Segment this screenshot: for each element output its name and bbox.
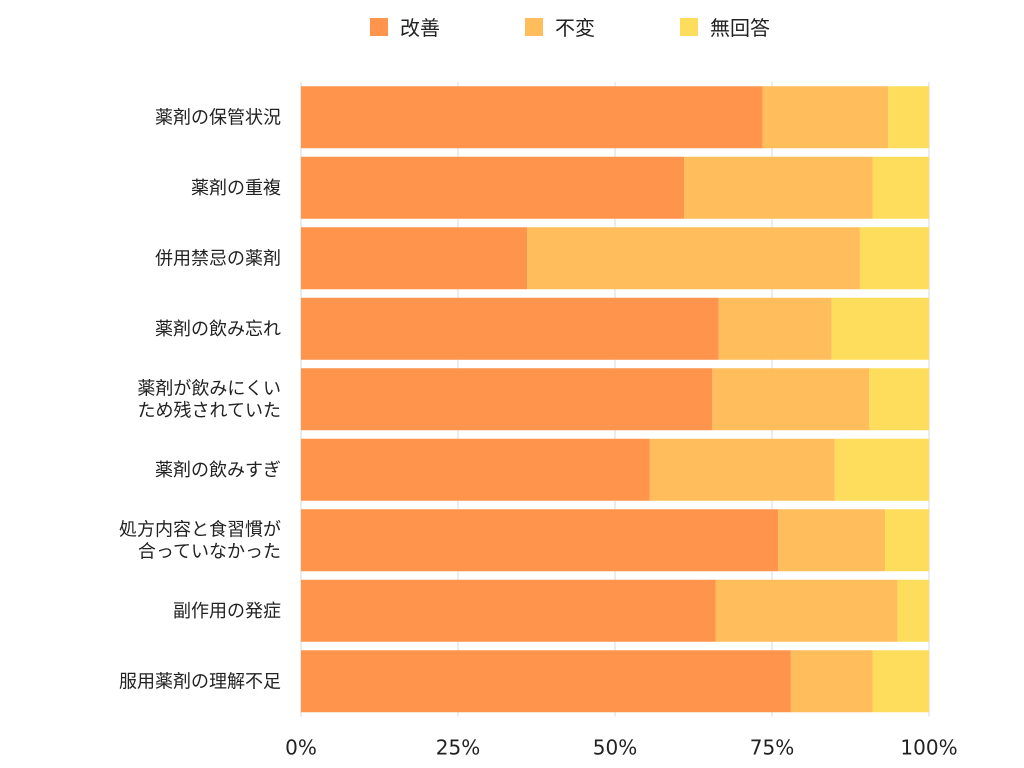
bar-segment-no-answer-1 xyxy=(888,86,929,149)
x-tick-label: 0% xyxy=(285,736,317,760)
bar-segment-improved-7 xyxy=(301,509,779,572)
legend-item-improved: 改善 xyxy=(370,12,440,41)
bar-segment-improved-5 xyxy=(301,368,713,431)
legend-label-unchanged: 不変 xyxy=(555,16,595,40)
legend-item-no-answer: 無回答 xyxy=(680,12,770,41)
category-label: 副作用の発症 xyxy=(173,601,281,622)
bar-segment-no-answer-5 xyxy=(869,368,929,431)
category-label: 薬剤の飲みすぎ xyxy=(155,460,281,481)
bar-segment-no-answer-7 xyxy=(885,509,929,572)
x-tick-label: 50% xyxy=(593,736,637,760)
bar-segment-improved-9 xyxy=(301,650,791,713)
x-tick-label: 75% xyxy=(750,736,794,760)
category-label: 薬剤の保管状況 xyxy=(155,107,281,128)
legend-swatch-improved xyxy=(370,17,388,36)
bar-segment-no-answer-4 xyxy=(831,297,929,360)
bar-segment-improved-2 xyxy=(301,156,685,219)
bar-segment-unchanged-4 xyxy=(718,297,832,360)
legend-swatch-unchanged xyxy=(525,17,543,36)
bar-segment-no-answer-2 xyxy=(872,156,929,219)
category-label: 薬剤の飲み忘れ xyxy=(155,319,281,340)
legend-label-improved: 改善 xyxy=(400,16,440,40)
bar-segment-improved-4 xyxy=(301,297,719,360)
bar-segment-improved-8 xyxy=(301,579,716,642)
category-label: 処方内容と食習慣が合っていなかった xyxy=(119,519,281,562)
category-label: 薬剤の重複 xyxy=(191,178,281,199)
bar-segment-unchanged-8 xyxy=(715,579,898,642)
bar-segment-unchanged-5 xyxy=(712,368,870,431)
category-label: 薬剤が飲みにくいため残されていた xyxy=(137,378,281,421)
bar-segment-unchanged-1 xyxy=(762,86,889,149)
bar-segment-improved-6 xyxy=(301,438,650,501)
bar-segment-unchanged-6 xyxy=(649,438,835,501)
bar-segment-no-answer-3 xyxy=(859,227,929,290)
bar-segment-no-answer-9 xyxy=(872,650,929,713)
category-label: 服用薬剤の理解不足 xyxy=(119,671,281,692)
bar-segment-improved-3 xyxy=(301,227,528,290)
legend-item-unchanged: 不変 xyxy=(525,12,595,41)
x-tick-label: 100% xyxy=(900,736,957,760)
bar-segment-unchanged-7 xyxy=(778,509,886,572)
legend-label-no-answer: 無回答 xyxy=(710,16,770,40)
bar-segment-no-answer-6 xyxy=(834,438,929,501)
bar-segment-unchanged-2 xyxy=(684,156,873,219)
x-tick-label: 25% xyxy=(436,736,480,760)
legend-swatch-no-answer xyxy=(680,17,698,36)
bar-segment-no-answer-8 xyxy=(897,579,929,642)
category-label: 併用禁忌の薬剤 xyxy=(155,248,281,269)
bar-segment-improved-1 xyxy=(301,86,763,149)
bar-segment-unchanged-3 xyxy=(527,227,860,290)
bar-segment-unchanged-9 xyxy=(790,650,873,713)
legend: 改善 不変 無回答 xyxy=(0,12,1024,48)
